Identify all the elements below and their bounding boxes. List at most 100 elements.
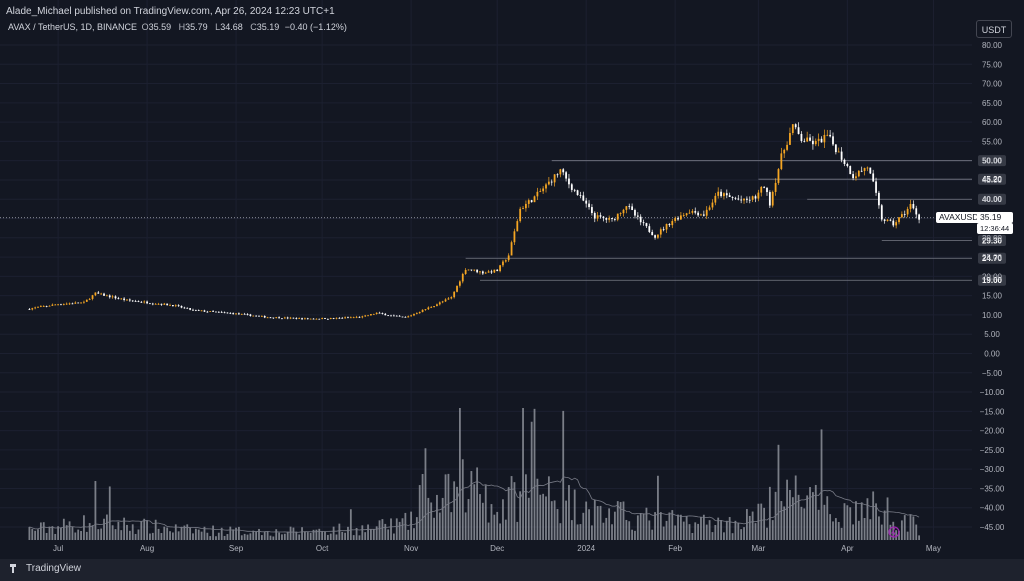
volume-bar [777,444,780,540]
volume-bar [387,529,390,540]
candle-body [602,216,605,219]
candle-body [737,198,740,200]
candle-body [731,196,734,198]
volume-bar [820,429,823,540]
candle-body [651,231,654,236]
low-value: 34.68 [220,22,243,32]
candle-body [823,134,826,143]
candle-body [547,181,550,185]
volume-bar [183,525,186,540]
price-tag-value: 35.19 [977,212,1013,224]
candle-body [240,313,243,315]
candle-body [163,303,166,305]
volume-bar [823,504,826,540]
volume-bar [490,504,493,540]
candle-body [215,311,217,313]
price-axis-label: −25.00 [980,446,1005,455]
volume-bar [889,524,892,540]
candle-body [553,174,556,183]
time-axis: Jul Aug Sep Oct Nov Dec 2024 Feb Mar Apr May [53,544,941,553]
volume-bar [794,475,797,540]
candle-body [702,214,705,216]
volume-bar [803,508,806,540]
volume-bar [459,408,461,540]
volume-bar [226,534,229,540]
candle-body [866,167,869,169]
volume-bar [197,529,200,540]
candle-body [91,295,94,299]
volume-bar [80,530,82,540]
candle-body [504,260,507,262]
candle-body [852,174,854,179]
volume-bar [898,530,900,540]
volume-bar [608,508,611,540]
candle-body [232,313,235,315]
candle-body [372,314,375,315]
candle-body [720,191,722,197]
time-axis-label: Apr [841,544,854,553]
alert-icon[interactable] [888,526,900,538]
candle-body [108,295,111,298]
volume-bar [450,512,453,540]
volume-bar [895,530,898,540]
price-chart[interactable]: 50.00 45.20 40.00 29.30 24.70 19.00 80.00 75.0… [0,0,1024,559]
volume-bar [37,529,39,540]
volume-bar [441,497,444,540]
volume-bar [783,506,786,540]
volume-bar [304,531,306,540]
candle-body [65,303,68,305]
candle-body [507,255,510,261]
candle-body [846,164,849,167]
volume-bar [665,520,668,540]
volume-bar [83,515,85,540]
volume-bar [636,515,639,540]
candle-body [326,318,329,320]
candle-body [657,234,659,238]
candle-body [298,318,301,319]
volume-bar [456,486,458,540]
candle-body [645,223,648,227]
candle-body [349,317,352,319]
volume-bar [238,526,240,540]
volume-bar [527,497,530,540]
candle-body [42,306,45,307]
candle-body [117,298,120,300]
candle-body [418,312,421,314]
volume-bar [94,481,97,540]
volume-bar [143,518,146,540]
volume-bar [318,528,321,540]
tradingview-logo[interactable]: TradingView [10,563,81,574]
candle-body [430,306,433,308]
candle-body [875,181,877,193]
volume-bar [714,524,717,540]
candle-body [315,318,318,320]
candle-body [889,219,892,221]
candle-body [539,191,542,193]
volume-bar [206,532,209,540]
high-value: 35.79 [185,22,208,32]
volume-bar [834,518,837,540]
volume-bar [283,533,286,540]
candle-body [37,306,39,308]
volume-bar [186,524,189,540]
candle-body [682,215,685,216]
candle-body [100,293,103,295]
candle-body [252,315,255,317]
volume-bar [295,531,298,540]
candle-body [619,213,622,214]
candle-body [714,195,717,203]
volume-bar [335,534,338,540]
candle-body [453,291,456,298]
candle-body [318,318,321,320]
candle-body [809,137,811,141]
candle-body [390,315,392,317]
candle-body [71,303,74,305]
volume-bar [364,532,367,540]
currency-button[interactable]: USDT [976,20,1012,38]
candle-body [407,316,410,318]
volume-bar [878,516,880,540]
candle-body [395,315,398,317]
volume-bar [438,512,441,540]
candle-body [688,212,691,214]
volume-bar [461,459,464,540]
